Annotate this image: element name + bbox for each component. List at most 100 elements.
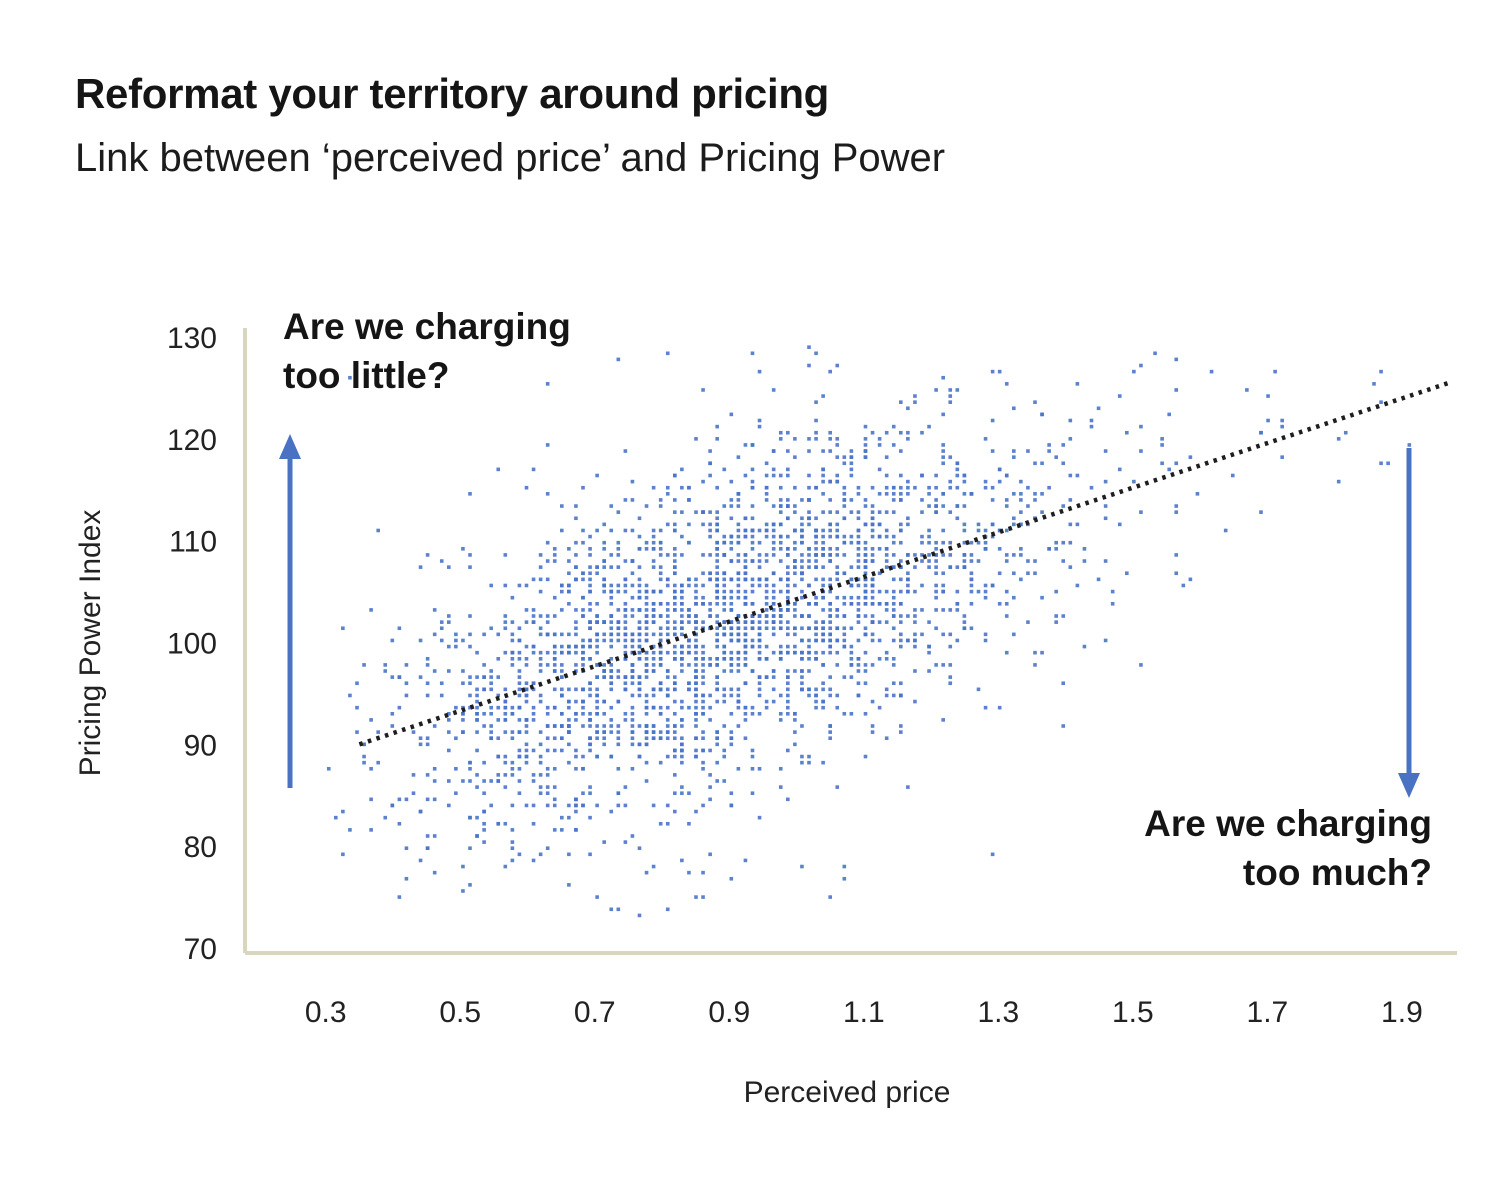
scatter-point bbox=[800, 864, 804, 869]
scatter-point bbox=[673, 730, 677, 734]
scatter-point bbox=[545, 773, 550, 777]
scatter-point bbox=[793, 510, 797, 514]
scatter-point bbox=[1047, 443, 1051, 447]
scatter-point bbox=[757, 369, 762, 374]
scatter-point bbox=[722, 754, 727, 759]
scatter-point bbox=[828, 528, 832, 533]
scatter-point bbox=[560, 644, 564, 649]
scatter-point bbox=[962, 504, 967, 508]
scatter-point bbox=[658, 632, 663, 637]
scatter-point bbox=[870, 547, 875, 551]
scatter-point bbox=[821, 760, 825, 765]
scatter-point bbox=[447, 779, 451, 783]
scatter-point bbox=[531, 821, 536, 826]
scatter-point bbox=[793, 742, 797, 747]
scatter-point bbox=[828, 620, 832, 624]
scatter-point bbox=[828, 559, 832, 563]
scatter-point bbox=[581, 650, 585, 655]
scatter-point bbox=[1139, 510, 1143, 514]
scatter-point bbox=[870, 510, 875, 514]
scatter-point bbox=[609, 632, 614, 637]
scatter-point bbox=[496, 693, 501, 698]
scatter-point bbox=[468, 883, 472, 887]
scatter-point bbox=[870, 632, 875, 637]
scatter-point bbox=[828, 589, 832, 594]
scatter-point bbox=[729, 791, 734, 796]
scatter-point bbox=[673, 498, 677, 502]
scatter-point bbox=[764, 589, 769, 594]
scatter-point bbox=[581, 687, 585, 692]
scatter-point bbox=[623, 626, 628, 631]
scatter-point bbox=[1096, 406, 1101, 411]
scatter-point bbox=[736, 595, 741, 600]
scatter-point bbox=[701, 479, 705, 484]
scatter-point bbox=[856, 528, 861, 533]
scatter-point bbox=[969, 559, 974, 563]
scatter-point bbox=[630, 766, 635, 771]
scatter-point bbox=[524, 485, 529, 490]
scatter-point bbox=[574, 718, 578, 722]
scatter-point bbox=[651, 547, 656, 551]
scatter-point bbox=[793, 455, 797, 459]
scatter-point bbox=[581, 711, 585, 716]
scatter-point bbox=[1379, 400, 1383, 404]
scatter-point bbox=[800, 540, 804, 545]
scatter-point bbox=[602, 742, 606, 747]
scatter-point bbox=[637, 724, 642, 728]
scatter-point bbox=[920, 430, 924, 435]
scatter-point bbox=[658, 547, 663, 551]
scatter-point bbox=[651, 614, 656, 618]
scatter-point bbox=[750, 583, 755, 588]
scatter-point bbox=[877, 534, 882, 539]
scatter-point bbox=[637, 742, 642, 747]
scatter-point bbox=[786, 577, 790, 582]
scatter-point bbox=[482, 840, 486, 844]
scatter-point bbox=[461, 638, 465, 643]
scatter-point bbox=[574, 620, 578, 624]
scatter-point bbox=[800, 559, 804, 563]
scatter-point bbox=[870, 528, 875, 533]
scatter-point bbox=[637, 754, 642, 759]
scatter-point bbox=[828, 449, 832, 453]
scatter-point bbox=[948, 485, 953, 490]
scatter-point bbox=[913, 589, 917, 594]
scatter-point bbox=[560, 675, 564, 679]
scatter-point bbox=[771, 553, 776, 557]
scatter-point bbox=[503, 620, 508, 624]
scatter-point bbox=[496, 736, 501, 741]
scatter-point bbox=[1266, 418, 1270, 423]
scatter-point bbox=[856, 693, 861, 698]
x-tick-label: 1.5 bbox=[1112, 996, 1154, 1029]
scatter-point bbox=[884, 430, 889, 435]
scatter-point bbox=[729, 595, 734, 600]
scatter-point bbox=[1082, 547, 1087, 551]
scatter-point bbox=[630, 571, 635, 576]
scatter-point bbox=[863, 754, 868, 759]
scatter-point bbox=[722, 626, 727, 631]
scatter-point bbox=[835, 534, 840, 539]
scatter-point bbox=[637, 620, 642, 624]
scatter-point bbox=[715, 681, 719, 686]
scatter-point bbox=[927, 540, 931, 545]
scatter-point bbox=[644, 547, 649, 551]
scatter-point bbox=[800, 516, 804, 521]
scatter-point bbox=[397, 675, 402, 679]
scatter-point bbox=[673, 583, 677, 588]
scatter-point bbox=[665, 351, 670, 356]
scatter-point bbox=[800, 681, 804, 686]
y-tick-label: 70 bbox=[184, 933, 217, 966]
scatter-point bbox=[757, 815, 762, 820]
scatter-point bbox=[800, 656, 804, 661]
scatter-point bbox=[870, 522, 875, 527]
scatter-point bbox=[524, 608, 529, 612]
scatter-point bbox=[983, 632, 988, 637]
scatter-point bbox=[920, 632, 924, 637]
scatter-point bbox=[588, 815, 592, 820]
scatter-point bbox=[786, 711, 790, 716]
scatter-point bbox=[560, 687, 564, 692]
scatter-point bbox=[665, 754, 670, 759]
scatter-point bbox=[757, 553, 762, 557]
scatter-point bbox=[651, 644, 656, 649]
scatter-point bbox=[877, 443, 882, 447]
scatter-point bbox=[771, 632, 776, 637]
